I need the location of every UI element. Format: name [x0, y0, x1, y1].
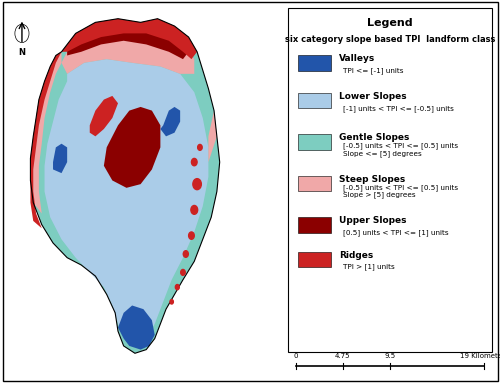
- Polygon shape: [67, 26, 188, 59]
- Text: TPI <= [-1] units: TPI <= [-1] units: [343, 67, 404, 74]
- Bar: [298, 134, 330, 150]
- Text: Gentle Slopes: Gentle Slopes: [339, 133, 409, 142]
- Bar: [298, 252, 330, 267]
- Polygon shape: [118, 306, 154, 350]
- Text: [-1] units < TPI <= [-0.5] units: [-1] units < TPI <= [-0.5] units: [343, 105, 454, 112]
- Text: Upper Slopes: Upper Slopes: [339, 216, 406, 225]
- Polygon shape: [104, 107, 160, 188]
- Text: N: N: [18, 48, 26, 57]
- Text: 0: 0: [294, 353, 298, 359]
- Text: Lower Slopes: Lower Slopes: [339, 92, 406, 101]
- Circle shape: [193, 178, 202, 190]
- Circle shape: [176, 285, 180, 290]
- Polygon shape: [30, 52, 62, 228]
- Circle shape: [188, 232, 194, 239]
- Polygon shape: [30, 52, 62, 214]
- Text: [0.5] units < TPI <= [1] units: [0.5] units < TPI <= [1] units: [343, 229, 448, 236]
- Text: Ridges: Ridges: [339, 250, 373, 260]
- Polygon shape: [53, 144, 67, 173]
- Text: Valleys: Valleys: [339, 54, 375, 63]
- Text: six category slope based TPI  landform class: six category slope based TPI landform cl…: [285, 35, 495, 44]
- Bar: [298, 176, 330, 191]
- Bar: [298, 217, 330, 232]
- Polygon shape: [208, 111, 217, 162]
- Circle shape: [191, 205, 198, 214]
- Bar: [298, 55, 330, 70]
- Polygon shape: [62, 19, 197, 59]
- Polygon shape: [62, 30, 194, 74]
- Text: [-0.5] units < TPI <= [0.5] units
Slope > [5] degrees: [-0.5] units < TPI <= [0.5] units Slope …: [343, 184, 458, 198]
- Text: 4.75: 4.75: [335, 353, 350, 359]
- Circle shape: [170, 300, 173, 304]
- Text: 19 Kilometers: 19 Kilometers: [460, 353, 500, 359]
- Bar: [298, 93, 330, 108]
- Circle shape: [192, 159, 197, 166]
- Polygon shape: [30, 19, 220, 353]
- Text: TPI > [1] units: TPI > [1] units: [343, 264, 394, 270]
- Polygon shape: [160, 107, 180, 136]
- Text: 9.5: 9.5: [384, 353, 396, 359]
- Circle shape: [184, 251, 188, 257]
- Text: Legend: Legend: [367, 18, 413, 28]
- Polygon shape: [90, 96, 118, 136]
- Circle shape: [180, 270, 185, 275]
- Polygon shape: [44, 59, 208, 342]
- Text: Steep Slopes: Steep Slopes: [339, 175, 405, 184]
- Text: [-0.5] units < TPI <= [0.5] units
Slope <= [5] degrees: [-0.5] units < TPI <= [0.5] units Slope …: [343, 142, 458, 157]
- Circle shape: [198, 144, 202, 150]
